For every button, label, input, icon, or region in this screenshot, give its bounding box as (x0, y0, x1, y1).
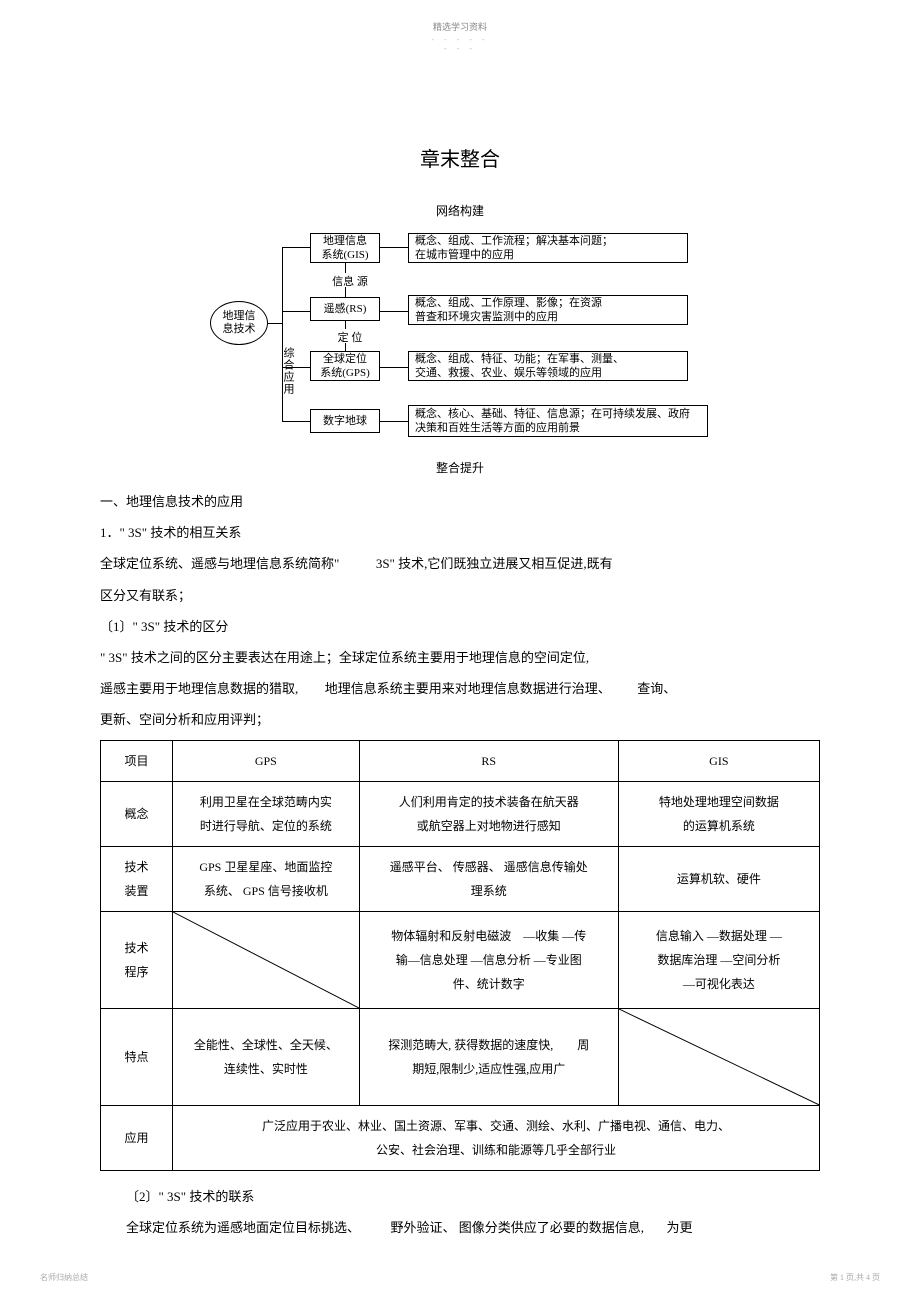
table-row: 技术 装置 GPS 卫星星座、地面监控 系统、 GPS 信号接收机 遥感平台、 … (101, 846, 820, 911)
diagram-connector (282, 311, 310, 312)
after-p1: 〔2〕" 3S" 技术的联系 (100, 1181, 820, 1212)
para-7b: 地理信息系统主要用来对地理信息数据进行治理、 (325, 681, 611, 696)
diagram-desc-gps-label: 概念、组成、特征、功能；在军事、测量、 交通、救援、农业、娱乐等领域的应用 (415, 352, 624, 381)
after-p2: 全球定位系统为遥感地面定位目标挑选、 野外验证、 图像分类供应了必要的数据信息,… (100, 1212, 820, 1243)
cell-gps: 全能性、全球性、全天候、 连续性、实时性 (172, 1008, 359, 1105)
header-dashes-2: - - - (100, 44, 820, 53)
diagram-mid-gis: 地理信息 系统(GIS) (310, 233, 380, 263)
cell-gis: 运算机软、硬件 (618, 846, 819, 911)
row-label: 特点 (101, 1008, 173, 1105)
diagram-mid-gis-label: 地理信息 系统(GIS) (321, 234, 368, 263)
diagram-mid-rs-label: 遥感(RS) (324, 302, 367, 316)
diagram-desc-digital-earth: 概念、核心、基础、特征、信息源；在可持续发展、政府 决策和百姓生活等方面的应用前… (408, 405, 708, 437)
section-network-title: 网络构建 (100, 202, 820, 219)
comparison-table: 项目 GPS RS GIS 概念 利用卫星在全球范畴内实 时进行导航、定位的系统… (100, 740, 820, 1171)
cell-gps: GPS 卫星星座、地面监控 系统、 GPS 信号接收机 (172, 846, 359, 911)
concept-diagram: 地理信 息技术 综合应用 地理信息 系统(GIS) 概念、组成、工作流程；解决基… (210, 229, 710, 439)
header-dashes: - - - - - (100, 35, 820, 44)
cell-span: 广泛应用于农业、林业、国土资源、军事、交通、测绘、水利、广播电视、通信、电力、 … (172, 1105, 819, 1170)
diagram-connector (380, 311, 408, 312)
para-6: " 3S" 技术之间的区分主要表达在用途上；全球定位系统主要用于地理信息的空间定… (100, 642, 820, 673)
diagram-root-node: 地理信 息技术 (210, 301, 268, 345)
diagram-mid-digital-earth: 数字地球 (310, 409, 380, 433)
th-gps: GPS (172, 740, 359, 781)
cell-diagonal (172, 911, 359, 1008)
para-3: 全球定位系统、遥感与地理信息系统简称" 3S" 技术,它们既独立进展又相互促进,… (100, 548, 820, 579)
diagram-connector (345, 321, 346, 329)
cell-gis: 特地处理地理空间数据 的运算机系统 (618, 781, 819, 846)
th-gis: GIS (618, 740, 819, 781)
diagram-connector (380, 421, 408, 422)
section-upgrade-title: 整合提升 (100, 459, 820, 476)
cell-rs: 人们利用肯定的技术装备在航天器 或航空器上对地物进行感知 (359, 781, 618, 846)
cell-rs: 遥感平台、 传感器、 遥感信息传输处 理系统 (359, 846, 618, 911)
diagram-label-locate: 定 位 (320, 329, 380, 345)
table-row: 技术 程序 物体辐射和反射电磁波 —收集 —传 输—信息处理 —信息分析 —专业… (101, 911, 820, 1008)
para-5: 〔1〕" 3S" 技术的区分 (100, 611, 820, 642)
table-row: 特点 全能性、全球性、全天候、 连续性、实时性 探测范畴大, 获得数据的速度快,… (101, 1008, 820, 1105)
diagram-connector (282, 367, 310, 368)
diagram-connector (345, 343, 346, 351)
para-3a: 全球定位系统、遥感与地理信息系统简称" (100, 556, 339, 571)
para-4: 区分又有联系； (100, 580, 820, 611)
th-item: 项目 (101, 740, 173, 781)
cell-gps: 利用卫星在全球范畴内实 时进行导航、定位的系统 (172, 781, 359, 846)
diagram-desc-digital-earth-label: 概念、核心、基础、特征、信息源；在可持续发展、政府 决策和百姓生活等方面的应用前… (415, 407, 690, 436)
th-rs: RS (359, 740, 618, 781)
para-3b: 3S" 技术,它们既独立进展又相互促进,既有 (376, 556, 613, 571)
row-label: 应用 (101, 1105, 173, 1170)
diagram-container: 地理信 息技术 综合应用 地理信息 系统(GIS) 概念、组成、工作流程；解决基… (100, 229, 820, 439)
diagram-connector (282, 247, 310, 248)
diagram-mid-gps-label: 全球定位 系统(GPS) (320, 352, 370, 381)
para-1: 一、地理信息技术的应用 (100, 486, 820, 517)
cell-diagonal (618, 1008, 819, 1105)
diagram-root-label: 地理信 息技术 (223, 310, 256, 336)
diagram-mid-rs: 遥感(RS) (310, 297, 380, 321)
row-label: 概念 (101, 781, 173, 846)
diagram-connector (345, 263, 346, 273)
after-p2c: 为更 (667, 1220, 693, 1235)
page: 精选学习资料 - - - - - - - - 章末整合 网络构建 地理信 息技术… (0, 0, 920, 1303)
table-row: 应用 广泛应用于农业、林业、国土资源、军事、交通、测绘、水利、广播电视、通信、电… (101, 1105, 820, 1170)
diagram-mid-gps: 全球定位 系统(GPS) (310, 351, 380, 381)
diagram-label-infosrc: 信息 源 (320, 273, 380, 289)
diagram-connector (282, 421, 310, 422)
cell-gis: 信息输入 —数据处理 — 数据库治理 —空间分析 —可视化表达 (618, 911, 819, 1008)
cell-rs: 物体辐射和反射电磁波 —收集 —传 输—信息处理 —信息分析 —专业图 件、统计… (359, 911, 618, 1008)
page-title: 章末整合 (100, 143, 820, 172)
header-small: 精选学习资料 (100, 20, 820, 33)
para-2: 1．" 3S" 技术的相互关系 (100, 517, 820, 548)
row-label: 技术 程序 (101, 911, 173, 1008)
table-row: 概念 利用卫星在全球范畴内实 时进行导航、定位的系统 人们利用肯定的技术装备在航… (101, 781, 820, 846)
diagram-desc-gis: 概念、组成、工作流程；解决基本问题； 在城市管理中的应用 (408, 233, 688, 263)
para-7c: 查询、 (637, 681, 676, 696)
para-8: 更新、空间分析和应用评判； (100, 704, 820, 735)
row-label: 技术 装置 (101, 846, 173, 911)
footer-left: 名师归纳总结 (40, 1272, 88, 1283)
after-p2a: 全球定位系统为遥感地面定位目标挑选、 (126, 1220, 360, 1235)
cell-rs: 探测范畴大, 获得数据的速度快, 周 期短,限制少,适应性强,应用广 (359, 1008, 618, 1105)
diagram-connector (282, 247, 283, 422)
diagram-connector (345, 287, 346, 297)
para-7a: 遥感主要用于地理信息数据的猎取, (100, 681, 298, 696)
body-paragraphs: 一、地理信息技术的应用 1．" 3S" 技术的相互关系 全球定位系统、遥感与地理… (100, 486, 820, 736)
after-p2b: 野外验证、 图像分类供应了必要的数据信息, (391, 1220, 645, 1235)
table-header-row: 项目 GPS RS GIS (101, 740, 820, 781)
para-7: 遥感主要用于地理信息数据的猎取, 地理信息系统主要用来对地理信息数据进行治理、 … (100, 673, 820, 704)
diagram-desc-gis-label: 概念、组成、工作流程；解决基本问题； 在城市管理中的应用 (415, 234, 613, 263)
diagram-connector (268, 323, 282, 324)
diagram-desc-rs-label: 概念、组成、工作原理、影像；在资源 普查和环境灾害监测中的应用 (415, 296, 602, 325)
after-table-text: 〔2〕" 3S" 技术的联系 全球定位系统为遥感地面定位目标挑选、 野外验证、 … (100, 1181, 820, 1243)
diagram-mid-digital-earth-label: 数字地球 (323, 414, 367, 428)
diagram-desc-gps: 概念、组成、特征、功能；在军事、测量、 交通、救援、农业、娱乐等领域的应用 (408, 351, 688, 381)
diagram-connector (380, 367, 408, 368)
diagram-connector (380, 247, 408, 248)
footer-right: 第 1 页,共 4 页 (830, 1272, 880, 1283)
diagram-desc-rs: 概念、组成、工作原理、影像；在资源 普查和环境灾害监测中的应用 (408, 295, 688, 325)
